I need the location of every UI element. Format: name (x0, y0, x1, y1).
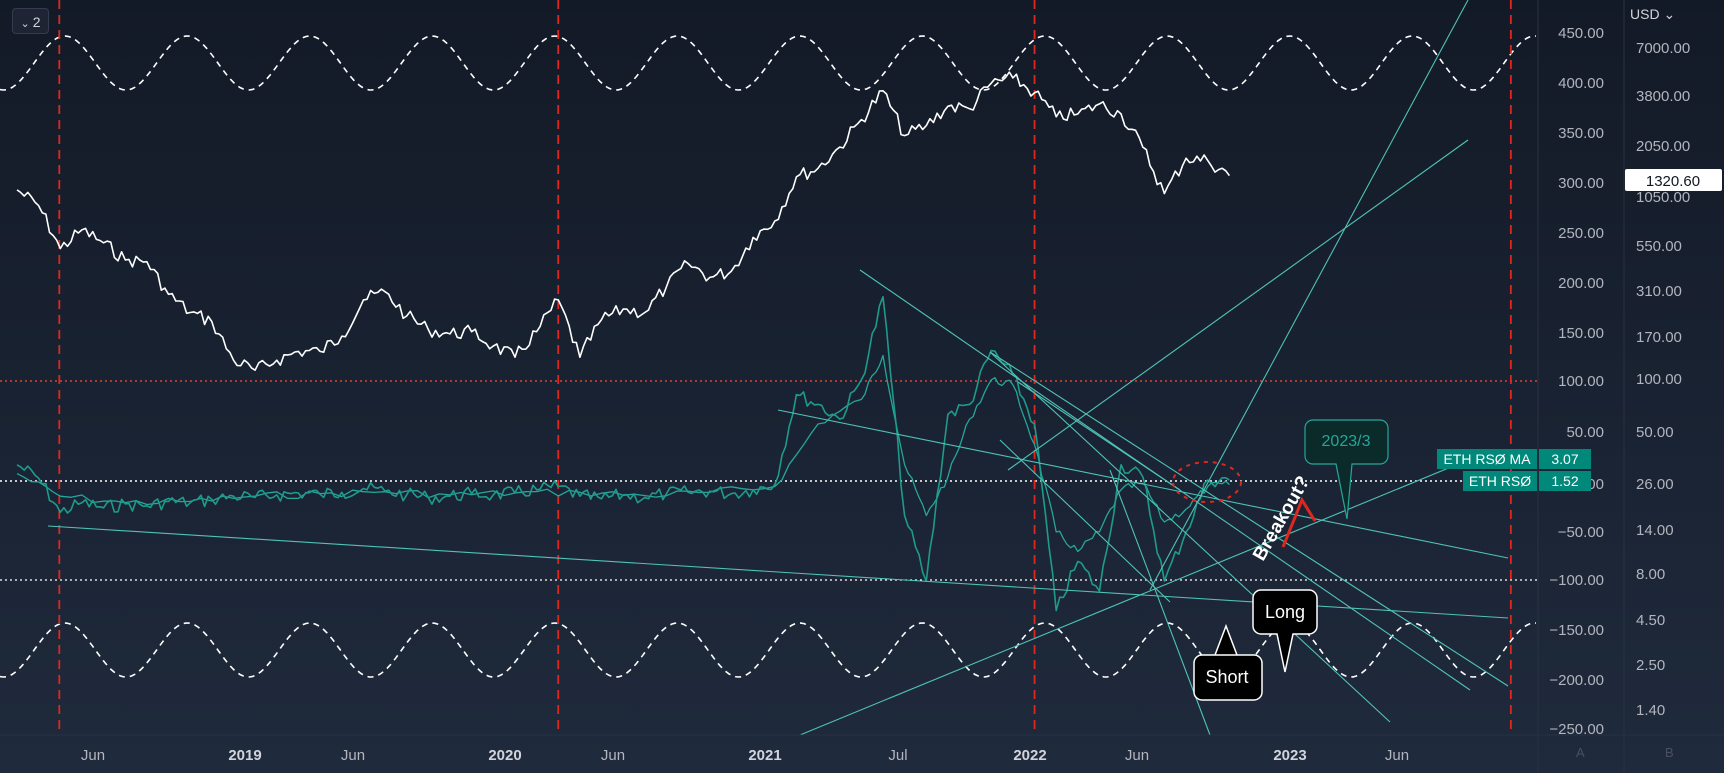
right-axis-tick: 170.00 (1636, 329, 1682, 346)
left-axis-tick: 450.00 (1558, 25, 1604, 42)
legend-rso: ETH RSØ 1.52 (1463, 471, 1591, 491)
callout-short[interactable]: Short (1193, 623, 1263, 701)
left-axis-tick: 150.00 (1558, 325, 1604, 342)
time-axis-tick: 2020 (488, 747, 521, 764)
time-axis-tick: Jun (81, 747, 105, 764)
legend-rso-ma-value: 3.07 (1551, 451, 1578, 467)
chevron-down-icon: ⌄ (20, 18, 30, 30)
callout-long-text: Long (1265, 602, 1305, 622)
time-axis-tick: Jun (1125, 747, 1149, 764)
left-axis-tick: 100.00 (1558, 373, 1604, 390)
time-axis-tick: Jun (341, 747, 365, 764)
left-axis-tick: −250.00 (1549, 721, 1604, 738)
trend-line-5[interactable] (1017, 381, 1181, 491)
time-axis-tick: 2021 (748, 747, 781, 764)
rso-line[interactable] (16, 296, 1230, 612)
trend-line-8[interactable] (1007, 139, 1469, 471)
chevron-down-icon: ⌄ (1659, 6, 1676, 22)
time-axis[interactable]: Jun 2019 Jun 2020 Jun 2021 Jul 2022 Jun 2023 Jun (81, 747, 1409, 764)
left-axis-tick: 250.00 (1558, 225, 1604, 242)
rso-ma-line[interactable] (16, 354, 1230, 553)
plot-area[interactable] (0, 0, 1538, 736)
price-axis-left[interactable]: 450.00 400.00 350.00 300.00 250.00 200.00 150.… (1549, 25, 1604, 738)
time-axis-tick: 2023 (1273, 747, 1306, 764)
time-axis-tick: Jul (888, 747, 907, 764)
legend-rso-name: ETH RSØ (1469, 473, 1531, 489)
left-axis-tick: −100.00 (1549, 572, 1604, 589)
time-axis-tick: Jun (1385, 747, 1409, 764)
right-axis-tick: 4.50 (1636, 612, 1665, 629)
right-axis-tick: 310.00 (1636, 283, 1682, 300)
current-price-marker (1625, 169, 1722, 191)
indicator-collapse-button[interactable]: ⌄ 2 (12, 8, 49, 34)
left-axis-tick: −200.00 (1549, 672, 1604, 689)
right-axis-tick: 1.40 (1636, 702, 1665, 719)
legend-rso-ma-name-bg (1437, 449, 1537, 469)
breakout-zone-circle (1172, 461, 1242, 503)
left-axis-tick: 300.00 (1558, 175, 1604, 192)
right-axis-tick: 100.00 (1636, 371, 1682, 388)
cycle-wave-top (0, 35, 1536, 91)
legend-rso-ma: ETH RSØ MA 3.07 (1437, 449, 1591, 469)
left-axis-tick: −50.00 (1558, 524, 1604, 541)
currency-label: USD (1630, 6, 1660, 22)
right-axis-tick: 26.00 (1636, 476, 1674, 493)
left-axis-tick: 350.00 (1558, 125, 1604, 142)
trend-line-6[interactable] (989, 351, 1391, 723)
axis-corner-a[interactable]: A (1576, 745, 1585, 760)
right-axis-tick: 550.00 (1636, 238, 1682, 255)
price-line[interactable] (16, 71, 1231, 371)
legend-rso-ma-name: ETH RSØ MA (1443, 451, 1531, 467)
left-axis-tick: 200.00 (1558, 275, 1604, 292)
callout-short-bubble (1193, 623, 1263, 701)
right-axis-tick: 2.50 (1636, 657, 1665, 674)
legend-rso-value-bg (1539, 471, 1591, 491)
left-axis-tick: −150.00 (1549, 622, 1604, 639)
current-price-label: 1320.60 (1646, 173, 1700, 190)
callout-short-text: Short (1205, 667, 1248, 687)
right-axis-tick: 1050.00 (1636, 189, 1690, 206)
right-axis-tick: 2050.00 (1636, 138, 1690, 155)
callout-2023-3[interactable]: 2023/3 (1304, 419, 1389, 520)
trend-line-3[interactable] (989, 351, 1509, 687)
trend-line-10[interactable] (799, 459, 1469, 736)
price-axis-right[interactable]: 7000.00 3800.00 2050.00 1050.00 550.00 310.00… (1636, 40, 1690, 719)
breakout-arrow (1281, 496, 1317, 548)
callout-2023-3-bubble (1304, 419, 1389, 520)
trend-line-9[interactable] (1149, 0, 1469, 591)
legend-rso-value: 1.52 (1551, 473, 1578, 489)
trend-line-11[interactable] (999, 439, 1171, 603)
right-axis-tick: 7000.00 (1636, 40, 1690, 57)
right-axis-tick: 50.00 (1636, 424, 1674, 441)
right-axis-tick: 14.00 (1636, 522, 1674, 539)
time-axis-tick: 2019 (228, 747, 261, 764)
callout-long-bubble (1252, 589, 1318, 673)
currency-selector[interactable]: USD ⌄ (1630, 6, 1675, 23)
time-axis-tick: 2022 (1013, 747, 1046, 764)
indicator-count: 2 (32, 14, 41, 30)
legend-rso-ma-value-bg (1539, 449, 1591, 469)
legend-rso-name-bg (1463, 471, 1537, 491)
left-axis-tick: 400.00 (1558, 75, 1604, 92)
right-axis-tick: 8.00 (1636, 566, 1665, 583)
trend-line-4[interactable] (777, 409, 1509, 559)
time-axis-tick: Jun (601, 747, 625, 764)
axis-corner-b[interactable]: B (1665, 745, 1674, 760)
right-axis-tick: 3800.00 (1636, 88, 1690, 105)
left-axis-tick: 50.00 (1566, 424, 1604, 441)
callout-long[interactable]: Long (1252, 589, 1318, 673)
callout-2023-3-text: 2023/3 (1322, 433, 1371, 450)
